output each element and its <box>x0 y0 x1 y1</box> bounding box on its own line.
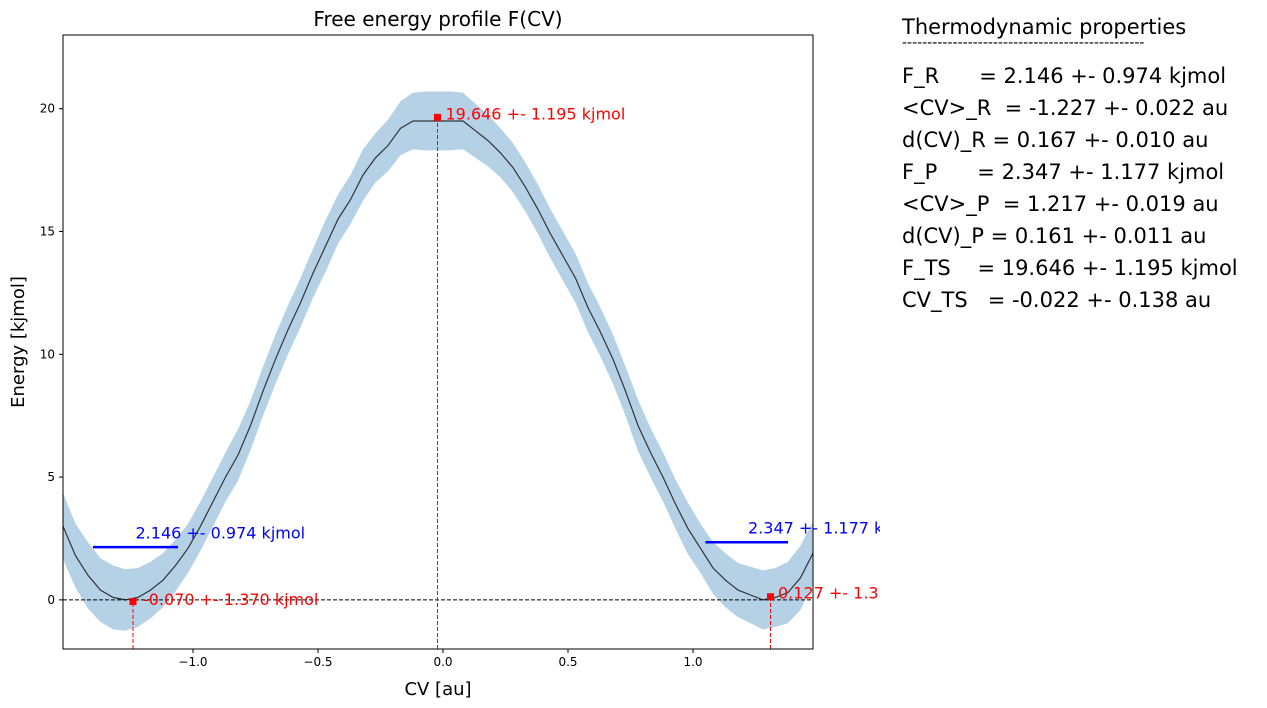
property-line-cv-p: <CV>_P = 1.217 +- 0.019 au <box>902 192 1219 216</box>
thermodynamic-properties-panel: Thermodynamic properties ---------------… <box>902 14 1238 316</box>
y-tick-label: 15 <box>40 224 55 238</box>
y-tick-label: 0 <box>47 593 55 607</box>
property-line-dcv-r: d(CV)_R = 0.167 +- 0.010 au <box>902 128 1209 152</box>
property-line-dcv-p: d(CV)_P = 0.161 +- 0.011 au <box>902 224 1207 248</box>
x-tick-label: 0.0 <box>433 655 452 669</box>
x-tick-label: 1.0 <box>683 655 702 669</box>
product-minimum-marker-label: 0.127 +- 1.330 kjmol <box>778 584 880 603</box>
x-tick-label: −1.0 <box>178 655 207 669</box>
property-line-cv-r: <CV>_R = -1.227 +- 0.022 au <box>902 96 1229 120</box>
F_R-level-label: 2.146 +- 0.974 kjmol <box>136 523 306 542</box>
property-line-f-p: F_P = 2.347 +- 1.177 kjmol <box>902 160 1225 184</box>
plot-frame <box>62 34 814 650</box>
reactant-minimum-marker <box>129 598 137 606</box>
x-tick-label: −0.5 <box>303 655 332 669</box>
property-line-f-ts: F_TS = 19.646 +- 1.195 kjmol <box>902 256 1238 280</box>
F_P-level-label: 2.347 +- 1.177 kjmol <box>748 519 880 538</box>
chart-title: Free energy profile F(CV) <box>313 7 562 31</box>
property-line-f-r: F_R = 2.146 +- 0.974 kjmol <box>902 64 1227 88</box>
x-tick-label: 0.5 <box>558 655 577 669</box>
y-tick-label: 10 <box>40 347 55 361</box>
properties-title: Thermodynamic properties <box>902 15 1187 39</box>
properties-underline: ----------------------------------------… <box>902 38 1145 48</box>
property-line-cv-ts: CV_TS = -0.022 +- 0.138 au <box>902 288 1212 312</box>
free-energy-chart: Free energy profile F(CV) 2.146 +- 0.974… <box>8 7 880 700</box>
reactant-minimum-marker-label: -0.070 +- 1.370 kjmol <box>143 590 318 609</box>
y-axis-label: Energy [kjmol] <box>8 276 29 408</box>
transition-state-marker <box>434 113 441 121</box>
plot-area <box>63 91 813 649</box>
product-minimum-marker <box>767 593 774 601</box>
x-axis-label: CV [au] <box>404 679 471 700</box>
y-tick-label: 20 <box>40 102 55 116</box>
error-band <box>63 91 813 631</box>
transition-state-marker-label: 19.646 +- 1.195 kjmol <box>446 105 626 124</box>
properties-list: F_R = 2.146 +- 0.974 kjmol <CV>_R = -1.2… <box>902 60 1238 316</box>
y-tick-label: 5 <box>47 470 55 484</box>
